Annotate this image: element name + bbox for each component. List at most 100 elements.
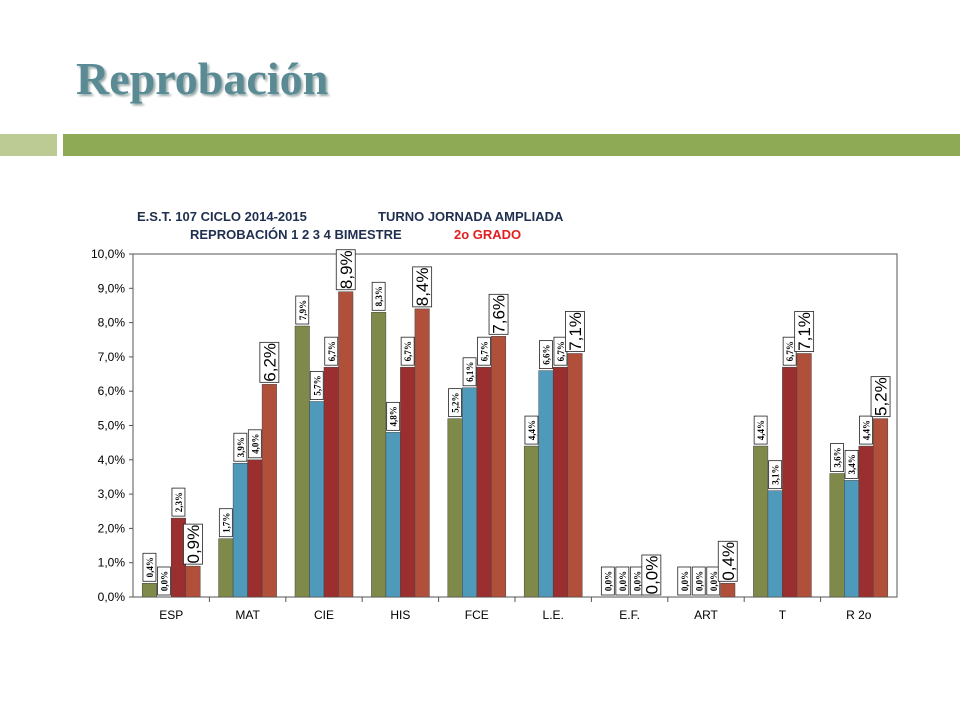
data-label-box — [324, 336, 339, 366]
bar — [523, 445, 539, 598]
data-label: 3,6% — [830, 443, 844, 472]
x-tick-label: HIS — [390, 608, 410, 622]
y-tick-label: 10,0% — [91, 247, 125, 261]
data-label: 0,0% — [691, 566, 706, 596]
data-label: 3,9% — [233, 432, 248, 462]
chart-title-line2-left: REPROBACIÓN 1 2 3 4 BIMESTRE — [190, 227, 402, 242]
data-label: 5,2% — [870, 376, 891, 418]
data-label-text: 1,7% — [221, 513, 231, 533]
slide-title: Reprobación — [76, 53, 329, 104]
data-label: 5,2% — [448, 388, 462, 418]
x-tick-label: FCE — [465, 608, 489, 622]
chart-title-line1-right: TURNO JORNADA AMPLIADA — [378, 209, 564, 224]
data-label-text: 0,0% — [618, 571, 628, 591]
bar — [462, 387, 478, 598]
data-label-box — [844, 449, 859, 479]
data-label-box — [539, 340, 553, 370]
x-tick-label: T — [779, 608, 787, 622]
data-label-box — [870, 376, 891, 418]
data-label: 4,8% — [386, 401, 401, 431]
data-label-box — [565, 311, 585, 352]
data-label-text: 0,4% — [719, 542, 738, 581]
data-label-text: 0,0% — [603, 571, 613, 591]
bar — [371, 312, 387, 598]
chart-title-line1-left: E.S.T. 107 CICLO 2014-2015 — [137, 209, 307, 224]
data-label-text: 2,3% — [174, 492, 184, 512]
bar — [232, 462, 248, 598]
data-label-box — [171, 487, 186, 517]
bar — [844, 480, 860, 598]
data-label-box — [615, 566, 630, 596]
bar — [552, 366, 568, 598]
bar — [400, 366, 416, 598]
data-label: 7,1% — [794, 311, 815, 352]
y-tick-label: 8,0% — [98, 316, 126, 330]
data-label: 5,7% — [309, 371, 324, 400]
data-label-box — [753, 415, 768, 445]
bar — [447, 418, 463, 598]
data-label-text: 6,7% — [403, 341, 413, 361]
y-tick-label: 9,0% — [98, 281, 126, 295]
data-label: 3,4% — [844, 449, 859, 479]
bar — [796, 353, 812, 598]
data-label-box — [400, 336, 415, 366]
data-label: 8,3% — [371, 281, 386, 311]
data-label: 4,4% — [524, 415, 539, 445]
data-label: 6,2% — [259, 341, 279, 383]
data-label-text: 4,4% — [756, 420, 766, 440]
data-label-text: 4,0% — [250, 434, 260, 454]
data-label-box — [233, 432, 248, 462]
data-label: 0,4% — [717, 540, 738, 582]
data-label-text: 4,4% — [527, 420, 537, 440]
x-tick-label: L.E. — [543, 608, 564, 622]
data-label: 6,1% — [462, 357, 477, 387]
data-label: 0,0% — [615, 566, 630, 596]
data-label-text: 5,2% — [451, 393, 461, 413]
data-label: 0,0% — [641, 554, 661, 596]
chart-title-line2-right: 2o GRADO — [454, 227, 521, 242]
data-label-text: 0,4% — [145, 557, 155, 577]
data-label-text: 7,9% — [298, 300, 308, 320]
data-label-text: 0,0% — [632, 571, 642, 591]
data-label: 2,3% — [171, 487, 186, 517]
y-tick-label: 5,0% — [98, 419, 126, 433]
x-tick-label: MAT — [235, 608, 260, 622]
bar — [753, 445, 769, 598]
data-label-box — [462, 357, 477, 387]
data-label-box — [859, 415, 873, 445]
data-label: 7,9% — [295, 295, 310, 325]
data-label-box — [677, 566, 692, 596]
data-label: 0,0% — [677, 566, 692, 596]
bar — [385, 432, 401, 598]
data-label-text: 6,7% — [327, 341, 337, 361]
data-label-box — [335, 249, 356, 291]
data-label-text: 4,4% — [862, 420, 872, 440]
bar — [141, 583, 157, 598]
data-label-text: 0,0% — [680, 571, 690, 591]
data-label: 7,6% — [488, 293, 509, 335]
data-label-text: 3,9% — [236, 437, 246, 457]
data-label-box — [295, 295, 310, 325]
data-label: 0,0% — [600, 566, 615, 596]
data-label-text: 6,6% — [541, 344, 551, 364]
x-tick-label: CIE — [314, 608, 334, 622]
data-label: 6,6% — [539, 340, 553, 370]
data-label-text: 0,0% — [642, 556, 661, 595]
data-label-box — [142, 552, 157, 582]
data-label-box — [488, 293, 509, 335]
data-label-box — [247, 429, 262, 459]
data-label-box — [157, 566, 171, 596]
data-label-text: 8,4% — [413, 268, 432, 307]
data-label-box — [794, 311, 815, 352]
data-label-text: 0,9% — [184, 525, 203, 564]
data-label-text: 0,0% — [694, 571, 704, 591]
data-label-text: 3,1% — [771, 465, 781, 485]
data-label-text: 6,1% — [465, 362, 475, 382]
data-label: 4,4% — [859, 415, 873, 445]
plot-area: 0,0% 1,0% 2,0% 3,0% 4,0% 5,0% 6,0% 7,0% 8,0% 9,0%… — [91, 247, 898, 622]
bar — [414, 308, 430, 598]
data-label: 8,9% — [335, 249, 356, 291]
data-label: 0,9% — [183, 523, 203, 565]
data-label-box — [371, 281, 386, 311]
bar — [261, 384, 277, 598]
